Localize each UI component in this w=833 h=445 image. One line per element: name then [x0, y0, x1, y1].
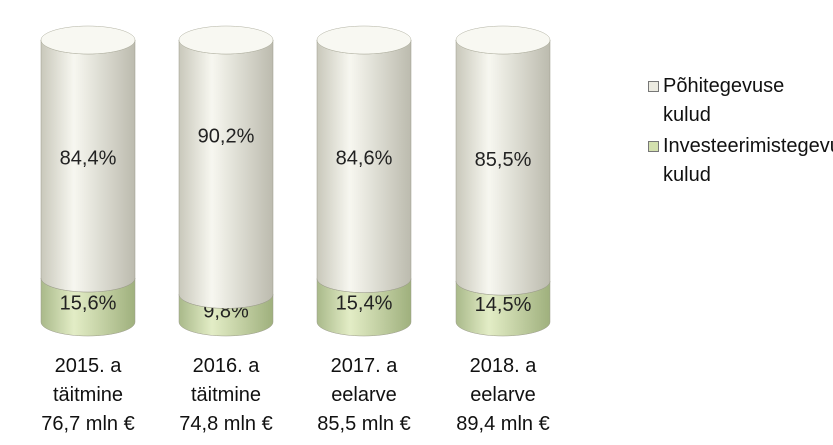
legend-item: Investeerimistegevuse kulud: [648, 132, 833, 190]
value-label: 84,4%: [60, 147, 117, 169]
value-label: 15,6%: [60, 292, 117, 314]
value-label: 14,5%: [475, 294, 532, 316]
legend-item: Põhitegevuse kulud: [648, 72, 833, 130]
legend-swatch: [648, 141, 659, 152]
x-tick-label: 2016. a täitmine 74,8 mln €: [179, 355, 273, 435]
value-label: 84,6%: [336, 148, 393, 170]
cylinder-top: [455, 25, 551, 55]
cylinder-top: [178, 25, 274, 55]
cylinder-top: [40, 25, 136, 55]
x-tick-label: 2015. a täitmine 76,7 mln €: [41, 355, 135, 435]
value-label: 15,4%: [336, 293, 393, 315]
cylinder-segment: [178, 39, 274, 309]
x-tick-label: 2017. a eelarve 85,5 mln €: [317, 355, 411, 435]
cylinder-top: [316, 25, 412, 55]
legend: Põhitegevuse kulud Investeerimistegevuse …: [648, 72, 833, 192]
legend-swatch: [648, 81, 659, 92]
legend-label: Investeerimistegevuse kulud: [663, 135, 833, 186]
legend-label: Põhitegevuse kulud: [663, 75, 785, 126]
value-label: 85,5%: [475, 149, 532, 171]
x-tick-label: 2018. a eelarve 89,4 mln €: [456, 355, 550, 435]
value-label: 90,2%: [198, 125, 255, 147]
